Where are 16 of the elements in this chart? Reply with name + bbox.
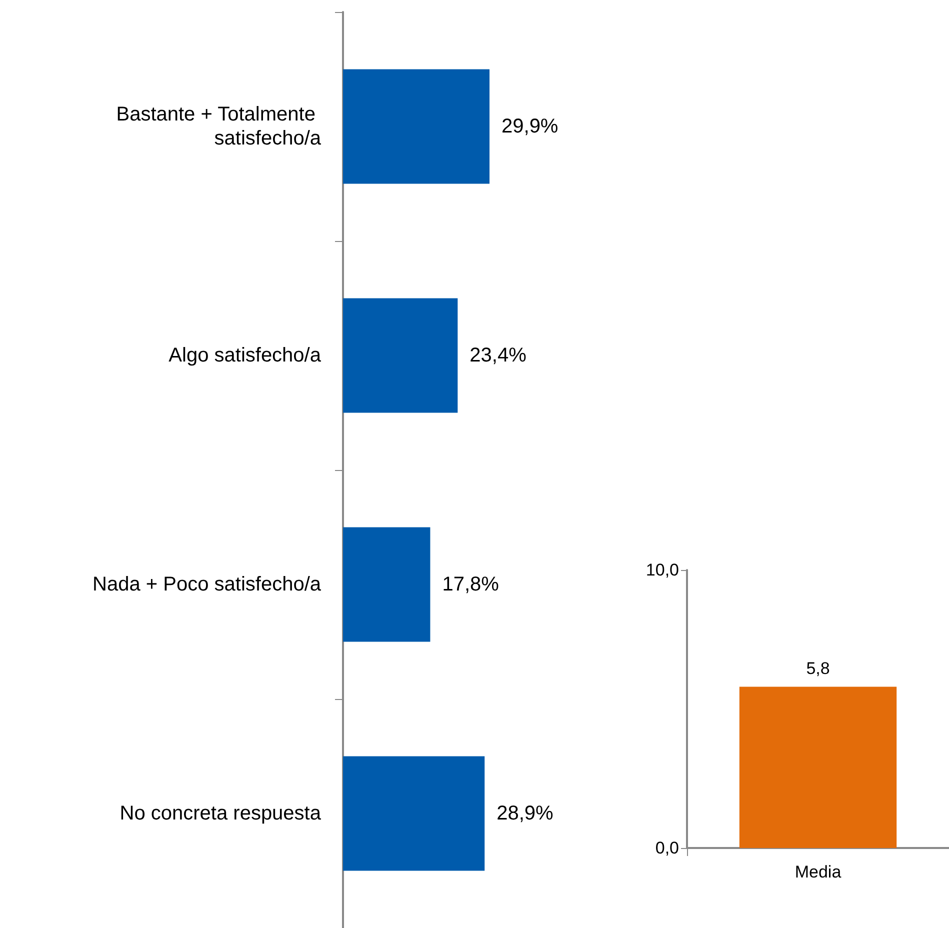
- y-tick-label: Bastante + Totalmente satisfecho/a: [116, 104, 322, 150]
- y-tick-label: No concreta respuesta: [120, 802, 322, 824]
- bar: [343, 756, 485, 871]
- y-tick-label: 0,0: [655, 838, 679, 858]
- data-label: 17,8%: [442, 574, 500, 596]
- y-tick-label: Algo satisfecho/a: [168, 344, 322, 366]
- x-tick-label: Media: [794, 862, 842, 882]
- data-label: 23,4%: [470, 344, 527, 366]
- data-label: 28,9%: [496, 802, 554, 824]
- bar: [343, 69, 490, 184]
- data-label: 5,8: [806, 658, 830, 678]
- y-tick-label: 10,0: [646, 560, 679, 580]
- data-label: 29,9%: [502, 116, 558, 138]
- y-tick-label: Nada + Poco satisfecho/a: [92, 574, 322, 596]
- bar: [343, 298, 458, 413]
- bar: [343, 527, 430, 642]
